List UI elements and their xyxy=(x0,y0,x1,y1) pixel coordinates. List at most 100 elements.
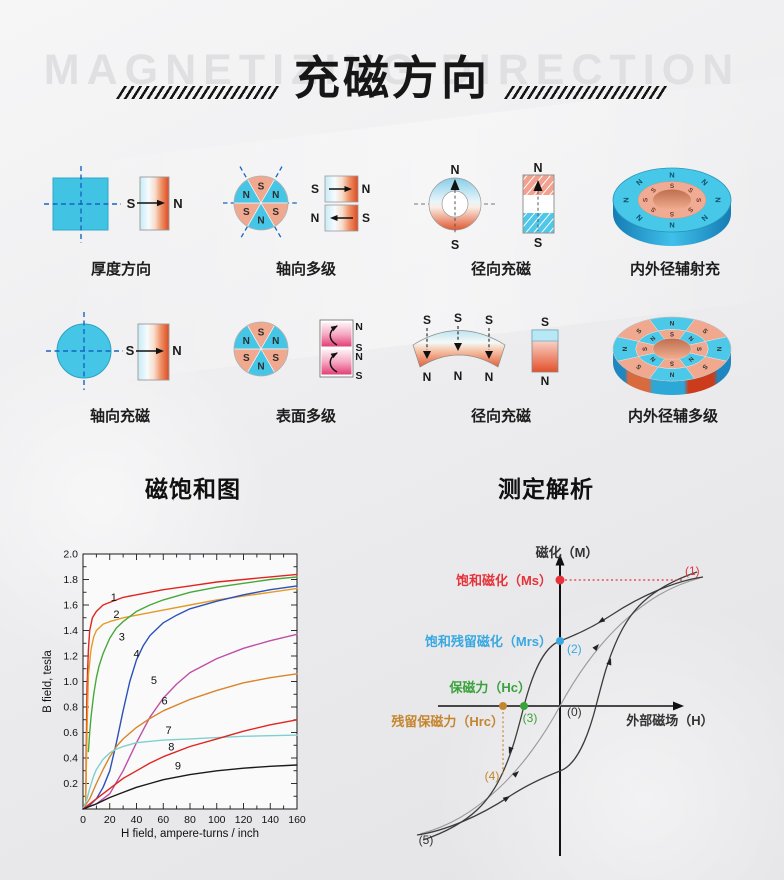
series-label-2: 2 xyxy=(113,609,119,621)
svg-text:N: N xyxy=(355,351,363,363)
svg-text:S: S xyxy=(635,327,643,335)
svg-text:S: S xyxy=(649,205,657,213)
outer-pole-letters: N N N N N N N N xyxy=(621,170,722,229)
svg-text:N: N xyxy=(670,321,675,328)
y-tick-label: 0.8 xyxy=(63,702,78,714)
point-label-4: (4) xyxy=(485,769,500,783)
ring-hole xyxy=(653,338,691,360)
magnet-bar xyxy=(137,323,170,381)
diagram-caption: 内外径辅多级 xyxy=(627,408,719,425)
top-pole-letters: S S S xyxy=(423,311,493,327)
y-tick-label: 1.2 xyxy=(63,651,78,663)
y-tick-label: 1.8 xyxy=(63,574,78,586)
diagram-caption: 径向充磁 xyxy=(470,408,532,425)
svg-text:N: N xyxy=(714,197,723,202)
pole-label-s: S xyxy=(541,315,549,329)
svg-text:S: S xyxy=(695,347,701,351)
svg-text:S: S xyxy=(272,353,279,364)
y-tick-label: 0.2 xyxy=(63,778,78,790)
ascending-branch xyxy=(416,571,698,836)
series-label-5: 5 xyxy=(151,675,157,687)
arrow-head-icon xyxy=(344,186,352,192)
diagram-radial-magnetization: N S N S xyxy=(414,161,555,252)
svg-text:N: N xyxy=(243,190,250,201)
series-label-9: 9 xyxy=(175,760,181,772)
mrs-term-label: 饱和残留磁化（Mrs） xyxy=(424,634,552,649)
diagram-thickness-direction: S N xyxy=(44,166,183,243)
svg-text:S: S xyxy=(694,198,701,203)
point-label-5: (5) xyxy=(419,833,434,847)
series-9 xyxy=(82,764,298,810)
svg-text:N: N xyxy=(715,347,722,352)
pole-label-s: S xyxy=(451,238,459,252)
hysteresis-chart: 磁化（M） 外部磁场（H） 饱和磁化（Ms） 饱和残留磁化（Mrs） 保磁力（H… xyxy=(391,545,714,856)
svg-text:S: S xyxy=(272,207,279,218)
inner-pole-letters: S S S S S S S S xyxy=(643,183,702,217)
pole-label-n: N xyxy=(172,343,181,358)
pole-label-s: S xyxy=(126,343,135,358)
ring-hole xyxy=(653,189,691,211)
side-pole-letters: N S N S xyxy=(355,321,363,382)
svg-text:S: S xyxy=(701,327,709,335)
x-tick-label: 0 xyxy=(80,814,86,826)
svg-text:N: N xyxy=(272,336,279,347)
y-axis-label: B field, tesla xyxy=(42,650,54,713)
series-label-7: 7 xyxy=(166,725,172,737)
svg-text:N: N xyxy=(634,177,644,187)
hatch-stripes-left-icon xyxy=(115,86,281,99)
x-axis-label: H field, ampere-turns / inch xyxy=(121,828,259,840)
ring-side xyxy=(613,200,731,246)
page-title: 充磁方向 xyxy=(294,52,490,104)
bottom-pole-letters: N N N xyxy=(423,369,494,384)
ring-side xyxy=(613,349,731,395)
svg-text:N: N xyxy=(687,336,694,343)
svg-text:N: N xyxy=(454,369,463,383)
svg-text:N: N xyxy=(650,355,657,362)
svg-text:S: S xyxy=(669,210,674,217)
svg-text:S: S xyxy=(243,207,250,218)
section-title-analysis: 测定解析 xyxy=(498,476,594,502)
svg-text:S: S xyxy=(650,186,658,194)
series-label-3: 3 xyxy=(119,632,125,644)
svg-text:S: S xyxy=(454,311,462,325)
x-tick-label: 20 xyxy=(104,814,116,826)
y-tick-label: 0.4 xyxy=(63,753,78,765)
diagram-radial-ring-3d: N N N N N N N N S S S S S S S S xyxy=(612,167,732,246)
svg-text:S: S xyxy=(355,370,362,382)
svg-text:N: N xyxy=(355,321,363,333)
x-tick-label: 100 xyxy=(208,814,226,826)
svg-text:N: N xyxy=(699,177,709,187)
dashed-arrows xyxy=(426,326,490,350)
pole-label-n: N xyxy=(533,161,542,175)
svg-text:S: S xyxy=(643,197,650,202)
y-tick-label: 1.6 xyxy=(63,600,78,612)
ms-term-label: 饱和磁化（Ms） xyxy=(455,573,552,588)
outer-pole-letters: N S N S N S N S xyxy=(622,321,722,378)
point-label-2: (2) xyxy=(567,642,582,656)
y-tick-label: 1.0 xyxy=(63,676,78,688)
mrs-point xyxy=(556,637,564,645)
x-tick-label: 140 xyxy=(261,814,279,826)
page-header: 充磁方向 xyxy=(0,52,784,105)
arrow-up-icon xyxy=(450,179,460,190)
hatch-stripes-right-icon xyxy=(503,86,669,99)
diagram-caption: 轴向多级 xyxy=(275,261,337,278)
block-band-s xyxy=(523,213,554,233)
series-label-1: 1 xyxy=(111,592,117,604)
hc-term-label: 保磁力（Hc） xyxy=(448,680,531,695)
svg-text:N: N xyxy=(669,170,674,179)
series-label-6: 6 xyxy=(162,695,168,707)
arrow-head-icon xyxy=(330,215,338,221)
point-label-3: (3) xyxy=(523,711,538,725)
pole-label-n: N xyxy=(450,163,459,177)
diagram-surface-multipole: S N S N S N N S N S xyxy=(233,319,363,382)
diagram-caption: 内外径辅射充 xyxy=(629,261,721,278)
svg-text:N: N xyxy=(423,370,432,384)
ms-point xyxy=(555,575,565,585)
x-tick-label: 40 xyxy=(131,814,143,826)
point-label-1: (1) xyxy=(685,564,700,578)
svg-text:N: N xyxy=(485,370,494,384)
svg-text:N: N xyxy=(272,190,279,201)
svg-text:S: S xyxy=(635,362,643,370)
svg-text:S: S xyxy=(670,333,674,339)
